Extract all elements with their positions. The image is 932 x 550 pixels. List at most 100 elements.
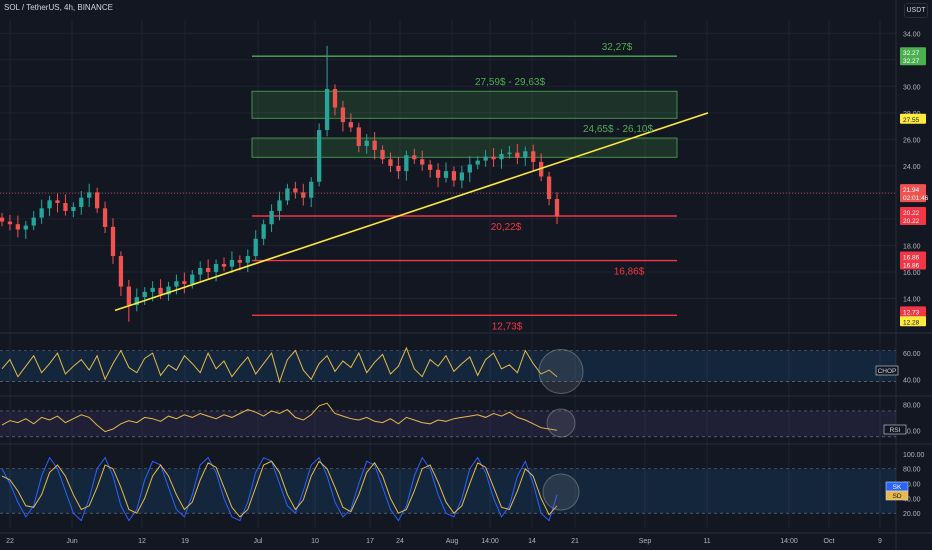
price-tag-box	[900, 206, 926, 225]
candle-body	[459, 172, 465, 181]
resistance-zone	[251, 137, 678, 158]
candle-body	[87, 192, 92, 198]
candle-body	[126, 286, 132, 306]
time-axis[interactable]: 22 Jun 12 19 Jul 10 17 24 Aug 14:00 14 21 Sep 11 14:00…	[6, 538, 882, 545]
candle-body	[554, 199, 560, 217]
pane-axis-tick: 60.00	[903, 351, 921, 358]
candle-body	[134, 297, 139, 306]
price-axis-tick: 14.00	[903, 296, 921, 303]
candle-body	[102, 208, 108, 227]
price-axis-tick: 18.00	[903, 243, 921, 250]
currency-button[interactable]: USDT	[904, 3, 928, 18]
candle-body	[182, 281, 187, 284]
candle-body	[309, 181, 314, 198]
pane-axis-tick: 40.00	[903, 428, 921, 435]
level-label: 32,27$	[602, 42, 633, 53]
candle-body	[277, 200, 282, 211]
indicator-band	[0, 350, 896, 382]
pane-axis-tick: 40.00	[903, 496, 921, 503]
rsi-label-box	[883, 424, 907, 435]
time-axis-tick: 14	[528, 538, 536, 545]
candle-body	[491, 156, 496, 160]
pane-axis-tick: 80.00	[903, 467, 921, 474]
level-label: 27,59$ - 29,63$	[475, 77, 545, 88]
price-tag-text: 16.86	[903, 263, 920, 270]
time-axis-tick: Oct	[824, 538, 835, 545]
candle-body	[427, 164, 433, 170]
candle-body	[166, 286, 171, 295]
candle-body	[63, 203, 68, 211]
candle-body	[190, 274, 195, 284]
trendline[interactable]	[114, 112, 709, 312]
candle-body	[380, 149, 385, 160]
level-labels: 32,27$ 27,59$ - 29,63$ 24,65$ - 26,10$ 20,2…	[475, 42, 653, 332]
candle-body	[142, 291, 147, 298]
time-axis-tick: Sep	[639, 538, 652, 545]
rsi-line	[1, 402, 558, 433]
time-axis-tick: 21	[571, 538, 579, 545]
candle-body	[332, 88, 338, 108]
price-tag-text: 21.94	[903, 187, 920, 194]
time-axis-tick: 9	[878, 538, 882, 545]
candle-body	[261, 224, 266, 239]
candle-body	[47, 200, 52, 209]
time-axis-tick: 14:00	[780, 538, 798, 545]
candle-body	[110, 226, 116, 257]
candle-body	[213, 264, 219, 272]
candle-body	[301, 192, 306, 198]
candle-body	[198, 267, 203, 275]
candle-body	[7, 221, 13, 225]
candle-body	[388, 159, 393, 166]
candle-body	[483, 156, 488, 161]
candle-body	[0, 217, 5, 222]
candle-body	[364, 140, 369, 146]
candle-body	[435, 169, 441, 178]
candle-body	[515, 152, 520, 158]
resistance-zone	[251, 90, 678, 119]
price-tag-text: 20.22	[903, 210, 920, 217]
time-axis-tick: 10	[311, 538, 319, 545]
sd-label-box	[885, 490, 909, 501]
highlight-circle	[546, 408, 576, 438]
indicator-band	[0, 468, 896, 514]
candle-body	[253, 238, 258, 257]
pane-axis-tick: 100.00	[903, 452, 925, 459]
candle-body	[31, 217, 36, 226]
candle-body	[443, 171, 449, 178]
candle-body	[23, 225, 28, 230]
time-axis-tick: 11	[703, 538, 710, 545]
candle-body	[451, 171, 457, 181]
candle-body	[316, 130, 322, 182]
level-lines	[251, 55, 678, 317]
indicator-band	[0, 410, 896, 437]
stoch-d-line	[1, 460, 558, 518]
candle-body	[467, 164, 472, 173]
candle-body	[507, 152, 512, 154]
candle-body	[372, 140, 377, 150]
level-label: 16,86$	[614, 267, 645, 278]
time-axis-tick: 22	[6, 538, 14, 545]
candle-body	[499, 153, 504, 160]
candle-body	[15, 224, 21, 230]
price-tag-text: 16.86	[903, 255, 920, 262]
candle-body	[55, 200, 60, 203]
highlight-circle	[538, 349, 584, 394]
time-axis-tick: 12	[138, 538, 146, 545]
pane-axis-tick: 20.00	[903, 511, 921, 518]
candle-body	[39, 208, 44, 218]
trendline-line	[114, 112, 709, 312]
time-axis-tick: 24	[396, 538, 404, 545]
pane-axis-tick: 60.00	[903, 482, 921, 489]
highlight-circle	[542, 473, 580, 511]
price-tag-text: 20.22	[903, 218, 920, 225]
price-axis-tick: 24.00	[903, 164, 921, 171]
candles	[0, 45, 896, 322]
chop-line	[1, 346, 558, 384]
candle-body	[269, 210, 274, 225]
price-tag-text: 27.55	[903, 117, 920, 124]
price-tag-text: 12.28	[903, 319, 920, 326]
time-axis-tick: Jun	[66, 538, 77, 545]
